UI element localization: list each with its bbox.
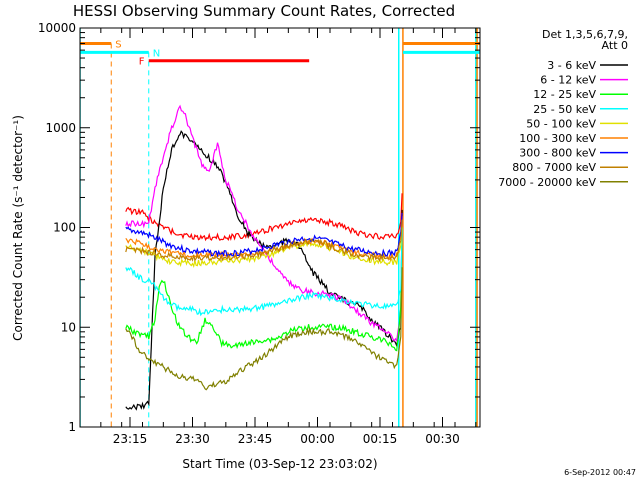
x-tick-label: 00:15 [363, 432, 398, 446]
timestamp: 6-Sep-2012 00:47 [564, 468, 636, 477]
x-tick-label: 00:00 [300, 432, 335, 446]
legend-header-line: Det 1,3,5,6,7,9, [542, 28, 628, 41]
series-line-12-25-kev [125, 227, 403, 352]
x-tick-label: 23:30 [175, 432, 210, 446]
series-lines [125, 104, 403, 411]
flag-s-label: S [115, 39, 121, 50]
series-line-red-upper-curve [125, 193, 403, 242]
y-tick-label: 100 [53, 221, 76, 235]
legend-label-25-50-kev: 25 - 50 keV [533, 103, 596, 116]
flag-n-label: N [153, 48, 160, 59]
y-tick-label: 1000 [45, 121, 76, 135]
series-line-300-800-kev [125, 212, 403, 259]
chart-title: HESSI Observing Summary Count Rates, Cor… [73, 2, 455, 20]
x-axis-label: Start Time (03-Sep-12 23:03:02) [182, 457, 377, 471]
x-tick-label: 00:30 [425, 432, 460, 446]
y-axis-label: Corrected Count Rate (s⁻¹ detector⁻¹) [11, 115, 25, 341]
y-tick-label: 10 [61, 320, 76, 334]
legend-label-800-7000-kev: 800 - 7000 keV [512, 161, 596, 174]
flag-f-label: F [139, 57, 145, 68]
legend-label-50-100-kev: 50 - 100 keV [526, 117, 596, 130]
legend-label-6-12-kev: 6 - 12 keV [540, 74, 596, 87]
series-line-7000-20000-kev [125, 267, 403, 391]
series-line-800-7000-kev [125, 219, 403, 262]
legend-header-line: Att 0 [602, 39, 628, 52]
x-tick-label: 23:15 [113, 432, 148, 446]
legend-label-7000-20000-kev: 7000 - 20000 keV [498, 176, 596, 189]
legend-label-300-800-kev: 300 - 800 keV [519, 147, 596, 160]
legend: Det 1,3,5,6,7,9,Att 0 3 - 6 keV 6 - 12 keV… [498, 28, 628, 189]
y-axis-ticks: 1 10 100 1000 10000 [38, 21, 480, 434]
x-tick-label: 23:45 [238, 432, 273, 446]
state-flag-bars: S NF [80, 39, 480, 68]
plot-frame [79, 27, 481, 428]
legend-label-100-300-kev: 100 - 300 keV [519, 132, 596, 145]
y-tick-label: 10000 [38, 21, 76, 35]
legend-label-3-6-kev: 3 - 6 keV [547, 59, 596, 72]
x-axis-ticks: 23:15 23:30 23:45 00:00 00:15 00:30 [79, 28, 477, 446]
series-line-25-50-kev [125, 227, 403, 317]
y-tick-label: 1 [68, 420, 76, 434]
legend-label-12-25-kev: 12 - 25 keV [533, 88, 596, 101]
